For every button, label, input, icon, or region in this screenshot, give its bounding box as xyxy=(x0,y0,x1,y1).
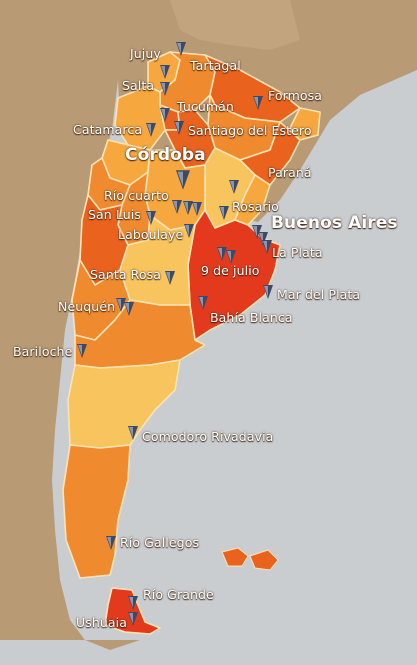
city-label-comodoro[interactable]: Comodoro Rivadavia xyxy=(142,429,274,444)
city-label-9dejulio[interactable]: 9 de julio xyxy=(201,263,260,278)
city-label-cordoba[interactable]: Córdoba xyxy=(125,145,206,165)
pin-laboulaye[interactable] xyxy=(184,224,194,238)
pin-santiago[interactable] xyxy=(174,121,184,135)
pin-jujuy[interactable] xyxy=(176,42,186,56)
pin-laplata[interactable] xyxy=(262,240,272,254)
pin-buenosaires-1[interactable] xyxy=(252,225,262,239)
city-label-formosa[interactable]: Formosa xyxy=(268,88,323,103)
pin-bariloche[interactable] xyxy=(77,344,87,358)
pin-9dejulio-1[interactable] xyxy=(217,247,227,261)
city-label-parana[interactable]: Paraná xyxy=(268,165,312,180)
province-misiones xyxy=(289,107,321,141)
pin-mardelplata[interactable] xyxy=(263,285,273,299)
city-label-ushuaia[interactable]: Ushuaia xyxy=(76,615,127,630)
pin-salta[interactable] xyxy=(160,82,170,96)
pin-comodoro[interactable] xyxy=(128,426,138,440)
pin-sanluis[interactable] xyxy=(146,211,156,225)
islands xyxy=(221,547,279,571)
pin-riogallegos[interactable] xyxy=(106,536,116,550)
pin-riocuarto-1[interactable] xyxy=(172,200,182,214)
city-label-sanluis[interactable]: San Luis xyxy=(88,207,141,222)
city-label-tucuman[interactable]: Tucumán xyxy=(177,99,234,114)
pin-cordoba[interactable] xyxy=(176,170,190,190)
pin-buenosaires-2[interactable] xyxy=(258,232,268,246)
pin-parana[interactable] xyxy=(229,180,239,194)
pin-ushuaia[interactable] xyxy=(128,612,138,626)
city-label-bahiablanca[interactable]: Bahía Blanca xyxy=(210,310,293,325)
pin-riocuarto-2[interactable] xyxy=(183,201,193,215)
city-label-santiago[interactable]: Santiago del Estero xyxy=(188,123,312,138)
pin-riocuarto-3[interactable] xyxy=(192,202,202,216)
city-label-riogrande[interactable]: Río Grande xyxy=(143,587,214,602)
city-label-tartagal[interactable]: Tartagal xyxy=(190,58,241,73)
neighbor-north xyxy=(170,0,300,50)
pin-santarosa[interactable] xyxy=(165,271,175,285)
pin-neuquen-1[interactable] xyxy=(116,298,126,312)
province-santacruz xyxy=(62,444,131,579)
provinces xyxy=(62,51,321,635)
city-label-bariloche[interactable]: Bariloche xyxy=(13,344,73,359)
city-label-neuquen[interactable]: Neuquén xyxy=(58,299,116,314)
pin-catamarca[interactable] xyxy=(146,123,156,137)
city-label-riogallegos[interactable]: Río Gallegos xyxy=(120,535,200,550)
city-label-laboulaye[interactable]: Laboulaye xyxy=(118,227,184,242)
city-label-riocuarto[interactable]: Río cuarto xyxy=(104,188,169,203)
pin-bahiablanca[interactable] xyxy=(198,296,208,310)
city-label-laplata[interactable]: La Plata xyxy=(272,245,323,260)
pin-riogrande[interactable] xyxy=(128,596,138,610)
city-label-buenosaires[interactable]: Buenos Aires xyxy=(271,213,398,233)
pin-9dejulio-2[interactable] xyxy=(226,250,236,264)
city-label-jujuy[interactable]: Jujuy xyxy=(130,46,161,61)
pin-tucuman[interactable] xyxy=(160,108,170,122)
pin-neuquen-2[interactable] xyxy=(124,302,134,316)
city-label-mardelplata[interactable]: Mar del Plata xyxy=(277,287,361,302)
city-label-catamarca[interactable]: Catamarca xyxy=(73,122,143,137)
pin-rosario[interactable] xyxy=(219,206,229,220)
province-chubut xyxy=(67,359,181,449)
pin-tartagal[interactable] xyxy=(160,65,170,79)
city-label-salta[interactable]: Salta xyxy=(122,78,155,93)
city-label-santarosa[interactable]: Santa Rosa xyxy=(90,267,161,282)
pin-formosa[interactable] xyxy=(253,96,263,110)
city-label-rosario[interactable]: Rosario xyxy=(232,199,279,214)
